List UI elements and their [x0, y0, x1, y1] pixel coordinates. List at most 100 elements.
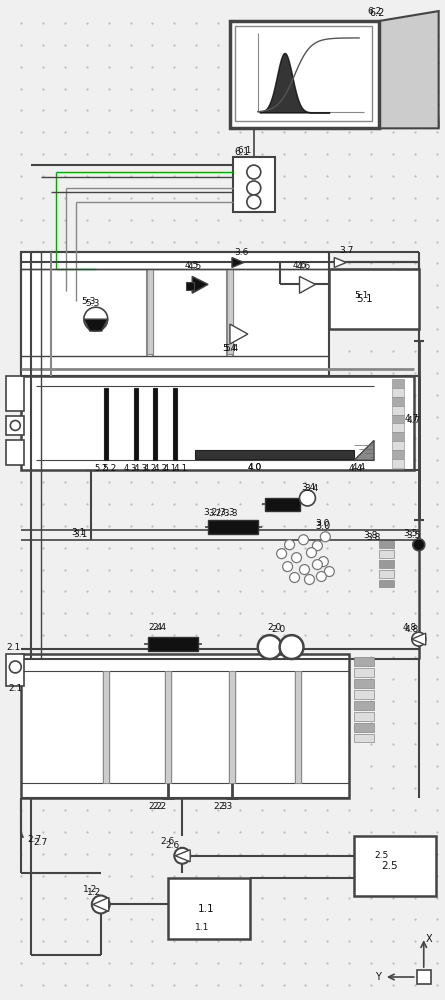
Bar	[417, 970, 431, 984]
Bar	[354, 723, 374, 732]
Text: 2.2: 2.2	[149, 802, 162, 811]
Bar	[354, 668, 374, 677]
Text: 5.2: 5.2	[94, 464, 107, 473]
Polygon shape	[232, 258, 244, 267]
Bar	[392, 388, 404, 397]
Text: 2.7: 2.7	[33, 838, 48, 847]
Bar	[379, 550, 394, 558]
Text: 1.1: 1.1	[195, 923, 210, 932]
Text: 6.1: 6.1	[237, 146, 251, 155]
Circle shape	[304, 575, 315, 584]
Text: 4.2: 4.2	[154, 464, 168, 473]
Circle shape	[299, 490, 316, 506]
Circle shape	[283, 562, 292, 572]
Text: 2.1: 2.1	[8, 684, 23, 693]
Text: 3.2/3.3: 3.2/3.3	[208, 508, 238, 517]
Text: 3.7: 3.7	[339, 246, 354, 255]
Text: 4.8: 4.8	[403, 623, 417, 632]
Bar	[21, 376, 414, 470]
Bar	[208, 520, 258, 534]
Text: 3.8: 3.8	[366, 533, 380, 542]
Polygon shape	[379, 11, 439, 128]
Text: 5.4: 5.4	[222, 344, 236, 353]
Polygon shape	[93, 898, 109, 911]
Bar	[6, 654, 24, 686]
Bar	[329, 269, 419, 329]
Text: 3.1: 3.1	[71, 528, 85, 537]
Circle shape	[174, 848, 190, 864]
Bar	[392, 415, 404, 423]
Text: 2.3: 2.3	[218, 802, 232, 811]
Polygon shape	[192, 276, 208, 293]
Circle shape	[10, 420, 20, 430]
Text: 1.2: 1.2	[83, 885, 97, 894]
Bar	[166, 671, 171, 783]
Text: 3.2/3.3: 3.2/3.3	[203, 507, 235, 516]
Text: 5.3: 5.3	[81, 297, 95, 306]
Bar	[379, 580, 394, 587]
Polygon shape	[175, 850, 190, 862]
Bar	[392, 450, 404, 459]
Circle shape	[258, 635, 282, 659]
Polygon shape	[354, 440, 374, 460]
Bar	[103, 671, 109, 783]
Text: 2.3: 2.3	[213, 802, 227, 811]
Bar	[134, 388, 138, 460]
Circle shape	[319, 557, 328, 567]
Text: 5.1: 5.1	[354, 291, 368, 300]
Bar	[21, 252, 329, 376]
Text: 4.7: 4.7	[407, 416, 421, 425]
Text: 2.2: 2.2	[153, 802, 166, 811]
Text: 4.3: 4.3	[124, 464, 137, 473]
Text: 4.4: 4.4	[348, 464, 362, 473]
Circle shape	[277, 549, 287, 559]
Circle shape	[299, 565, 309, 575]
Bar	[379, 560, 394, 568]
Text: 3.4: 3.4	[302, 483, 316, 492]
Text: 2.7: 2.7	[27, 835, 41, 844]
Circle shape	[324, 567, 334, 577]
Bar	[186, 282, 194, 290]
Bar	[235, 26, 372, 121]
Circle shape	[247, 181, 261, 195]
Bar	[354, 679, 374, 688]
Text: 4.1: 4.1	[164, 464, 177, 473]
Circle shape	[307, 548, 316, 558]
Polygon shape	[84, 319, 108, 331]
Polygon shape	[230, 324, 248, 344]
Text: 2.0: 2.0	[268, 623, 282, 632]
Text: 4.7: 4.7	[405, 414, 419, 423]
Text: 5.3: 5.3	[85, 299, 99, 308]
Circle shape	[290, 573, 299, 582]
Bar	[354, 657, 374, 666]
Text: 4.6: 4.6	[292, 261, 307, 270]
Text: 1.1: 1.1	[198, 904, 215, 914]
Text: 2.4: 2.4	[149, 623, 162, 632]
Text: 3.5: 3.5	[403, 529, 417, 538]
Bar	[6, 440, 24, 465]
Text: 4.8: 4.8	[405, 625, 419, 634]
Text: 3.0: 3.0	[316, 521, 331, 531]
Text: 2.1: 2.1	[6, 643, 20, 652]
Circle shape	[316, 572, 326, 581]
Text: 4.3: 4.3	[134, 464, 148, 473]
Circle shape	[285, 540, 295, 550]
Text: 4.6: 4.6	[296, 262, 311, 271]
Text: 3.6: 3.6	[234, 248, 248, 257]
Circle shape	[312, 541, 322, 551]
Text: 4.2: 4.2	[144, 464, 157, 473]
Text: 4.5: 4.5	[187, 262, 202, 271]
Bar	[154, 388, 158, 460]
Bar	[392, 459, 404, 468]
Bar	[6, 376, 24, 411]
Bar	[168, 878, 250, 939]
Text: 5.4: 5.4	[224, 344, 238, 353]
Text: 6.1: 6.1	[234, 147, 249, 157]
Circle shape	[299, 535, 308, 545]
Bar	[6, 416, 24, 435]
Text: 5.2: 5.2	[103, 464, 117, 473]
Bar	[354, 712, 374, 721]
Bar	[230, 21, 379, 128]
Text: 6.2: 6.2	[369, 8, 384, 18]
Bar	[379, 540, 394, 548]
